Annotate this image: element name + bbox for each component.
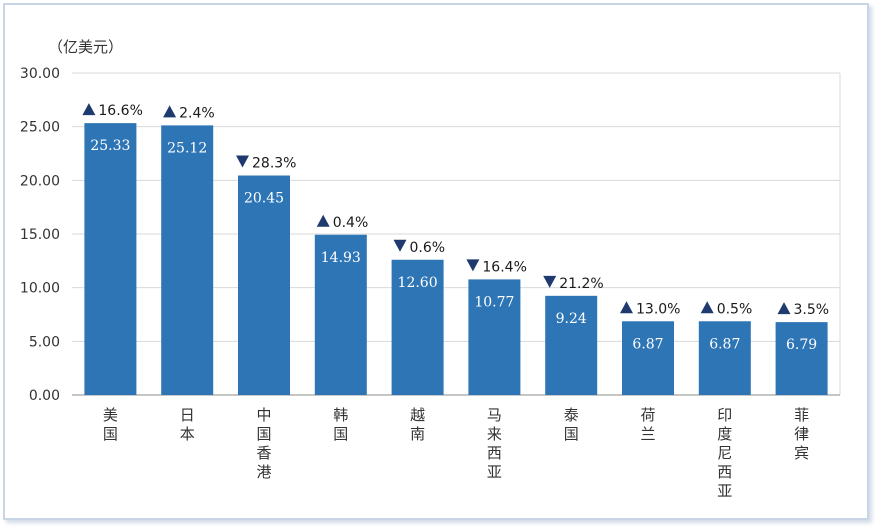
category-label-char: 度: [717, 425, 732, 443]
bar: [84, 123, 137, 395]
category-label-char: 马: [487, 406, 502, 424]
category-label-char: 国: [333, 425, 348, 443]
y-tick-label: 25.00: [20, 120, 60, 136]
bar: [314, 234, 367, 395]
category-label-char: 印: [717, 406, 732, 424]
change-label: 0.5%: [700, 301, 753, 317]
y-tick-label: 20.00: [20, 173, 60, 189]
category-label-char: 来: [487, 425, 502, 443]
bar-value-label: 25.33: [90, 138, 130, 154]
y-tick-label: 0.00: [29, 388, 60, 404]
category-label-char: 本: [180, 425, 195, 443]
change-percent: 21.2%: [559, 276, 603, 292]
up-triangle-icon: [700, 301, 714, 314]
category-label-char: 泰: [564, 406, 579, 424]
bar-value-label: 12.60: [398, 275, 438, 291]
bar-value-label: 9.24: [556, 311, 587, 327]
change-percent: 13.0%: [636, 301, 680, 317]
up-triangle-icon: [163, 105, 177, 118]
unit-label: （亿美元）: [48, 38, 123, 56]
category-label-char: 亚: [717, 482, 732, 500]
change-percent: 0.4%: [333, 215, 369, 231]
category-label-char: 西: [717, 463, 732, 481]
bar-value-label: 6.87: [632, 336, 663, 352]
change-label: 21.2%: [543, 275, 604, 292]
down-triangle-icon: [393, 239, 407, 252]
category-label-char: 荷: [640, 406, 655, 424]
y-tick-label: 10.00: [20, 281, 60, 297]
y-axis: 0.00 5.00 10.00 15.00 20.00 25.00 30.00: [20, 66, 60, 404]
bar-value-label: 25.12: [167, 140, 207, 156]
bar: [622, 321, 674, 395]
up-triangle-icon: [620, 301, 633, 314]
bar: [545, 295, 598, 395]
change-percent: 16.4%: [482, 259, 526, 275]
change-percent: 2.4%: [179, 105, 215, 121]
category-label-char: 亚: [487, 463, 502, 481]
change-percent: 0.6%: [410, 240, 446, 256]
category-label-char: 国: [564, 425, 579, 443]
bar-value-label: 10.77: [474, 294, 514, 310]
bar: [775, 322, 828, 395]
up-triangle-icon: [82, 103, 96, 116]
change-percent: 3.5%: [794, 302, 830, 318]
bar: [468, 279, 521, 395]
category-label-char: 中: [256, 406, 271, 424]
category-label-char: 尼: [717, 444, 732, 462]
category-label-char: 日: [180, 406, 195, 424]
bar: [161, 125, 214, 396]
change-percent: 28.3%: [252, 156, 296, 172]
change-label: 13.0%: [620, 301, 680, 317]
y-tick-label: 30.00: [20, 66, 60, 82]
category-label-char: 南: [410, 425, 425, 443]
change-label: 2.4%: [163, 105, 215, 121]
change-label: 0.4%: [316, 214, 369, 231]
up-triangle-icon: [316, 214, 330, 227]
category-label-char: 香: [256, 444, 271, 462]
change-label: 0.6%: [393, 239, 446, 256]
y-tick-label: 5.00: [29, 334, 60, 350]
category-label-char: 韩: [333, 406, 348, 424]
category-label-char: 越: [410, 406, 425, 424]
bar-value-label: 6.87: [709, 336, 740, 352]
bar-value-label: 20.45: [244, 191, 284, 207]
category-label-char: 西: [487, 444, 502, 462]
category-label-char: 兰: [640, 425, 655, 443]
down-triangle-icon: [543, 275, 557, 288]
y-tick-label: 15.00: [20, 227, 60, 243]
bar: [238, 175, 290, 395]
down-triangle-icon: [466, 259, 480, 272]
bar: [391, 259, 444, 395]
change-label: 16.4%: [466, 259, 527, 275]
category-label-char: 国: [256, 425, 271, 443]
category-label-char: 国: [103, 425, 118, 443]
up-triangle-icon: [777, 302, 791, 315]
change-label: 16.6%: [82, 103, 143, 119]
bar: [698, 321, 751, 395]
bar-value-label: 6.79: [786, 337, 817, 353]
category-label-char: 律: [794, 425, 809, 443]
bars: 25.33 16.6% 25.12 2.4% 20.45 28.3% 14.93 0.4% 12…: [82, 103, 830, 396]
change-percent: 16.6%: [98, 103, 142, 119]
change-label: 28.3%: [236, 155, 296, 172]
down-triangle-icon: [236, 155, 249, 168]
change-percent: 0.5%: [717, 301, 753, 317]
category-label-char: 菲: [794, 406, 809, 424]
category-label-char: 美: [103, 406, 118, 424]
category-label-char: 港: [256, 463, 271, 481]
category-label-char: 宾: [794, 444, 809, 462]
change-label: 3.5%: [777, 302, 830, 318]
bar-value-label: 14.93: [321, 250, 361, 266]
